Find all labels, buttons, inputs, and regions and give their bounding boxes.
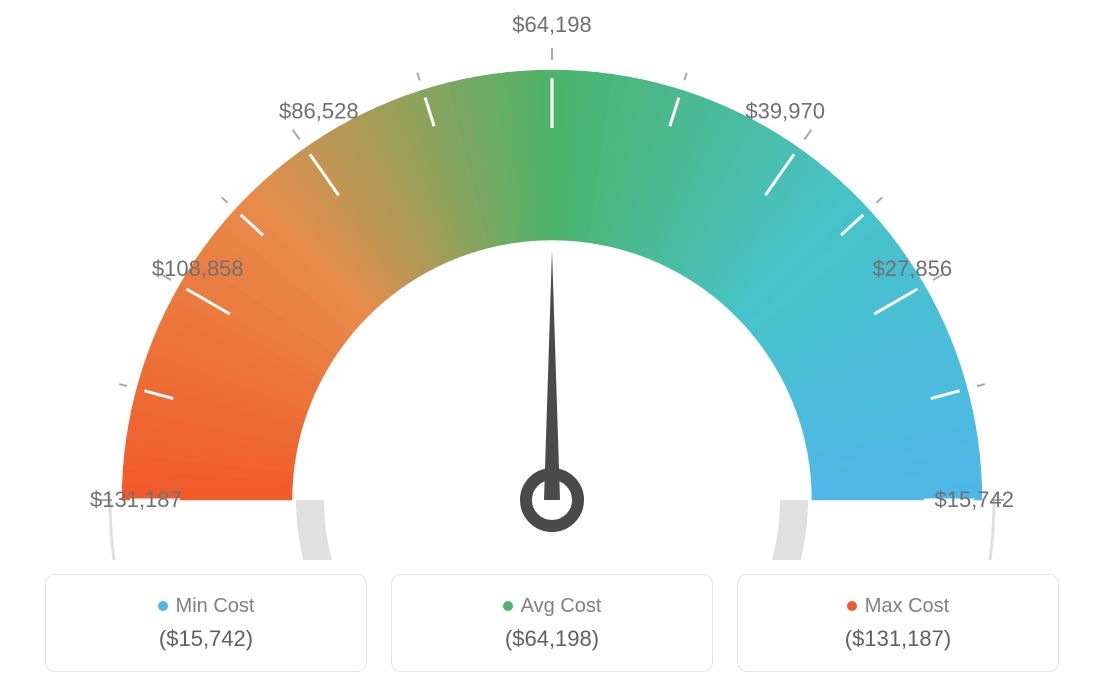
gauge-tick-label: $131,187 [90, 487, 182, 513]
avg-cost-dot [503, 601, 513, 611]
gauge-tick-label: $15,742 [934, 487, 1014, 513]
min-cost-value: ($15,742) [159, 626, 253, 652]
max-cost-label: Max Cost [865, 595, 949, 618]
max-cost-header: Max Cost [847, 595, 949, 618]
min-cost-header: Min Cost [158, 595, 255, 618]
min-cost-label: Min Cost [176, 595, 255, 618]
gauge-tick-label: $108,858 [152, 256, 244, 282]
max-cost-value: ($131,187) [845, 626, 951, 652]
min-cost-dot [158, 601, 168, 611]
gauge-tick-label: $86,528 [279, 98, 359, 124]
summary-cards: Min Cost ($15,742) Avg Cost ($64,198) Ma… [0, 574, 1104, 672]
avg-cost-card: Avg Cost ($64,198) [391, 574, 713, 672]
min-cost-card: Min Cost ($15,742) [45, 574, 367, 672]
avg-cost-header: Avg Cost [503, 595, 602, 618]
gauge-chart: $15,742 $27,856 $39,970 $64,198 $86,528 $108,… [0, 0, 1104, 560]
gauge-tick-label: $64,198 [512, 12, 592, 38]
max-cost-dot [847, 601, 857, 611]
max-cost-card: Max Cost ($131,187) [737, 574, 1059, 672]
avg-cost-label: Avg Cost [521, 595, 602, 618]
avg-cost-value: ($64,198) [505, 626, 599, 652]
gauge-tick-label: $27,856 [873, 256, 953, 282]
gauge-tick-label: $39,970 [745, 98, 825, 124]
